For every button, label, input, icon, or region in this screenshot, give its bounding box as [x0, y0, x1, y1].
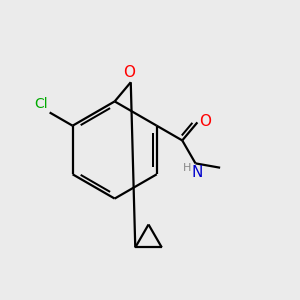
- Text: Cl: Cl: [34, 97, 48, 111]
- Text: O: O: [123, 65, 135, 80]
- Text: N: N: [191, 165, 203, 180]
- Text: O: O: [199, 114, 211, 129]
- Text: H: H: [183, 164, 191, 173]
